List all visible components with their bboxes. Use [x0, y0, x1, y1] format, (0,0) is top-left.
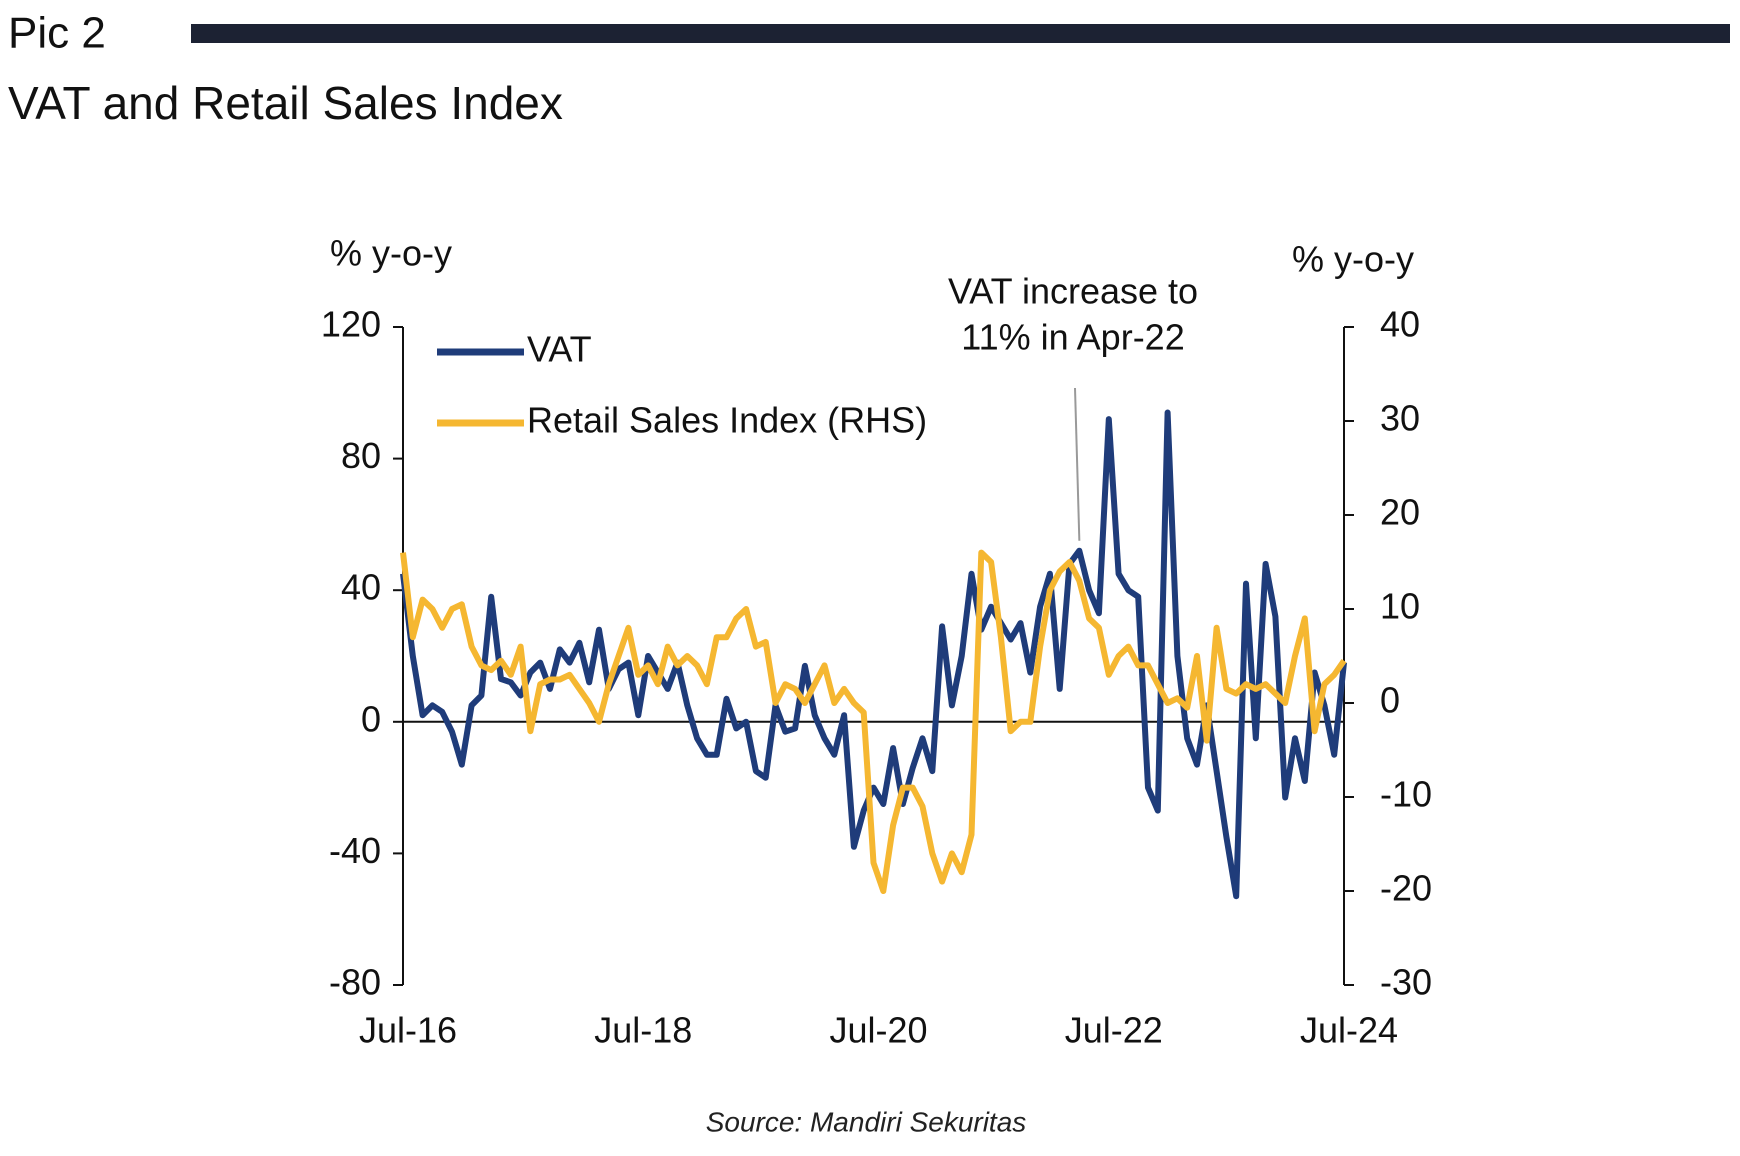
y2-axis-label: % y-o-y — [1292, 239, 1414, 280]
legend-label: Retail Sales Index (RHS) — [527, 400, 927, 441]
y2-tick-label: -30 — [1380, 962, 1432, 1003]
x-tick-label: Jul-22 — [1065, 1010, 1163, 1051]
annotation-pointer — [1074, 387, 1081, 541]
y2-tick-label: 20 — [1380, 492, 1420, 533]
y-axis-label: % y-o-y — [330, 233, 452, 274]
page-title: VAT and Retail Sales Index — [8, 77, 563, 129]
y2-tick-label: 30 — [1380, 398, 1420, 439]
legend-label: VAT — [527, 329, 592, 370]
y2-tick-label: 0 — [1380, 680, 1400, 721]
y-tick-label: 40 — [341, 567, 381, 608]
y2-tick-label: -20 — [1380, 868, 1432, 909]
pic-label: Pic 2 — [8, 9, 106, 58]
annotation: 11% in Apr-22 — [961, 317, 1184, 358]
y-tick-label: -80 — [329, 962, 381, 1003]
x-tick-label: Jul-20 — [829, 1010, 927, 1051]
source: Source: Mandiri Sekuritas — [706, 1106, 1027, 1137]
y-tick-label: 120 — [321, 304, 381, 345]
series-line — [400, 409, 1347, 900]
x-tick-label: Jul-18 — [594, 1010, 692, 1051]
y-tick-label: 80 — [341, 435, 381, 476]
header-bar — [191, 24, 1730, 43]
y2-tick-label: 40 — [1380, 304, 1420, 345]
y2-tick-label: 10 — [1380, 586, 1420, 627]
series-line — [400, 549, 1347, 894]
y-tick-label: 0 — [361, 698, 381, 739]
y2-tick-label: -10 — [1380, 774, 1432, 815]
annotation: VAT increase to — [948, 271, 1198, 312]
x-tick-label: Jul-24 — [1300, 1010, 1398, 1051]
x-tick-label: Jul-16 — [359, 1010, 457, 1051]
y-tick-label: -40 — [329, 830, 381, 871]
